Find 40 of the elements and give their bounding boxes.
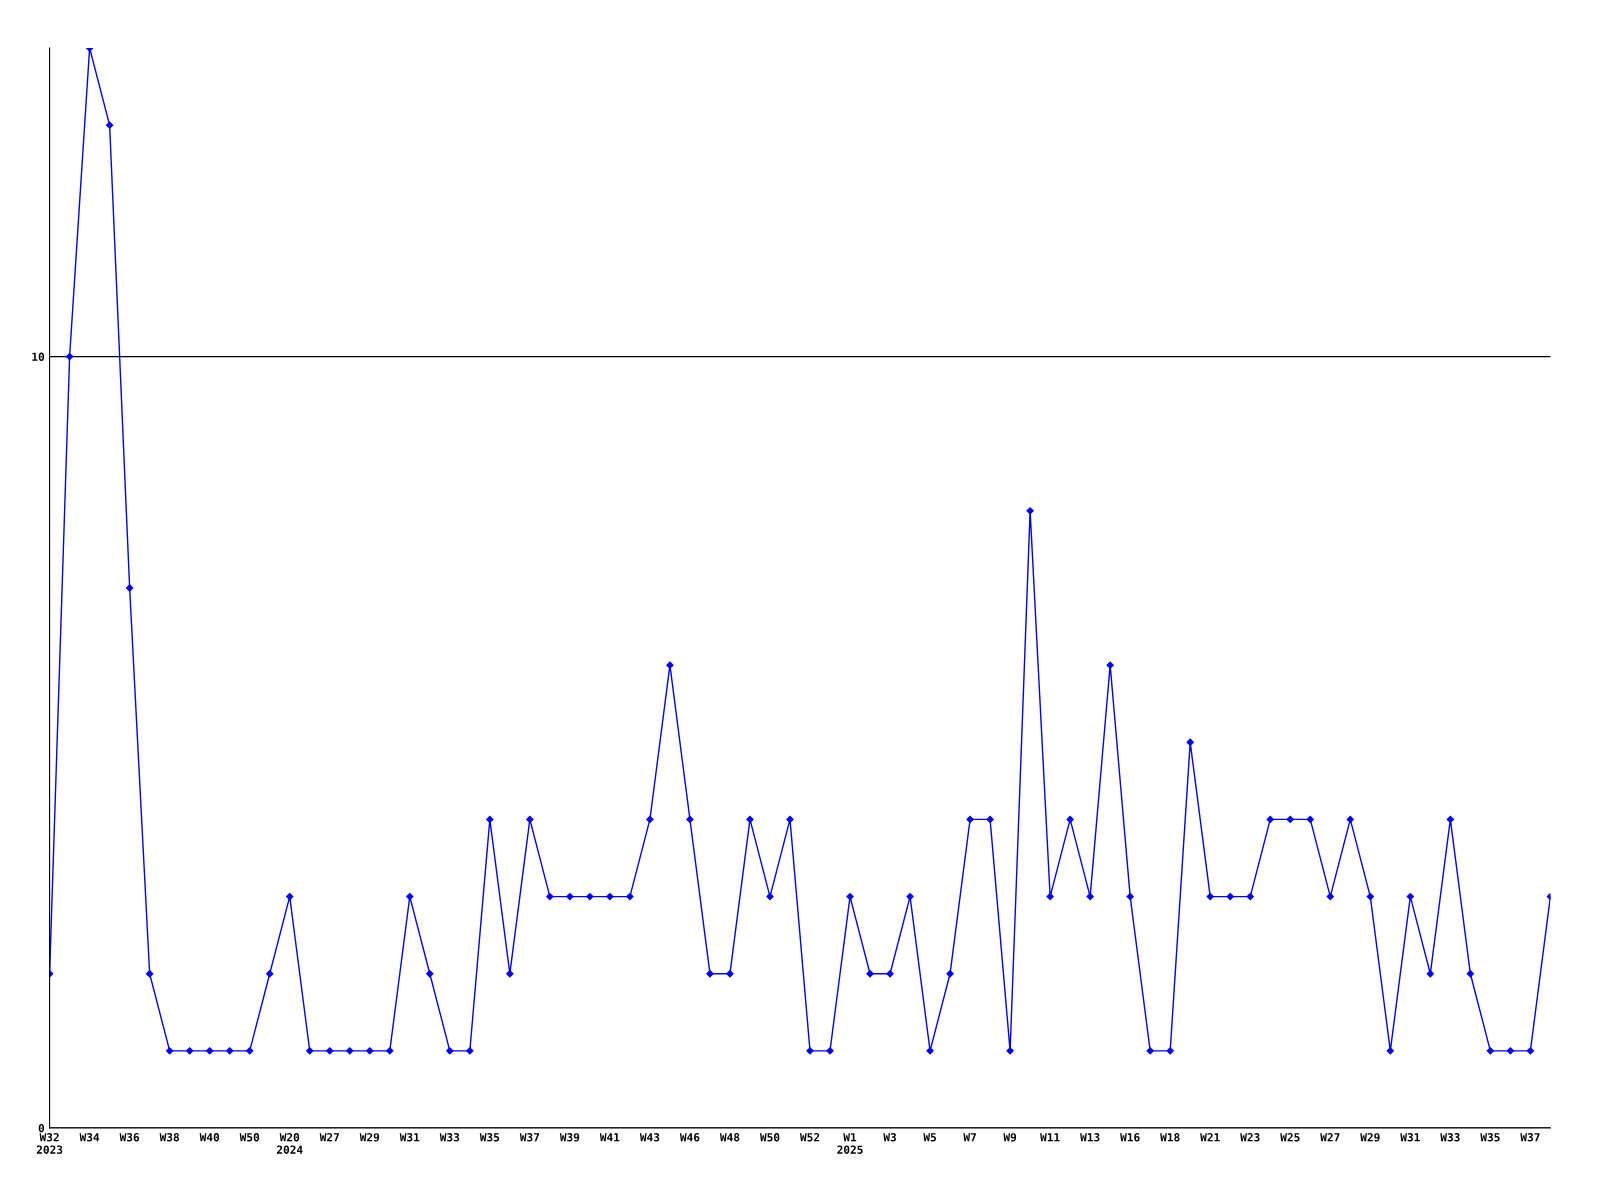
x-tick-label: W33 — [439, 1133, 460, 1142]
x-tick-label: W46 — [679, 1133, 700, 1142]
x-tick-label: W43 — [639, 1133, 660, 1142]
x-tick-label: W29 — [1360, 1133, 1380, 1142]
x-tick-label: W40 — [199, 1133, 220, 1142]
x-tick-label: W29 — [359, 1133, 380, 1142]
x-tick-label: W35 — [479, 1133, 500, 1142]
x-tick-label: W50 — [239, 1133, 260, 1142]
x-tick-label: W41 — [599, 1133, 620, 1142]
x-tick-label: W48 — [719, 1133, 740, 1142]
x-tick-label: W38 — [159, 1133, 179, 1142]
x-tick-label: W50 — [759, 1133, 780, 1142]
x-tick-label: W32 2023 — [36, 1133, 63, 1154]
x-tick-label: W34 — [79, 1133, 100, 1142]
x-tick-label: W5 — [923, 1133, 937, 1142]
x-tick-label: W21 — [1200, 1133, 1220, 1142]
y-tick-label: 0 — [38, 1123, 45, 1133]
x-tick-label: W20 2024 — [276, 1133, 303, 1154]
x-tick-label: W1 2025 — [837, 1133, 863, 1154]
x-tick-label: W31 — [399, 1133, 420, 1142]
x-tick-label: W16 — [1120, 1133, 1140, 1142]
x-tick-label: W25 — [1280, 1133, 1300, 1142]
x-tick-label: W27 — [1320, 1133, 1340, 1142]
x-tick-label: W33 — [1440, 1133, 1460, 1142]
x-tick-label: W39 — [559, 1133, 580, 1142]
x-tick-label: W11 — [1040, 1133, 1060, 1142]
x-tick-label: W35 — [1480, 1133, 1500, 1142]
x-tick-label: W31 — [1400, 1133, 1420, 1142]
x-tick-label: W36 — [119, 1133, 140, 1142]
y-tick-label: 10 — [32, 352, 45, 361]
x-tick-label: W18 — [1160, 1133, 1180, 1142]
x-tick-label: W37 — [1520, 1133, 1540, 1142]
x-tick-label: W23 — [1240, 1133, 1260, 1142]
x-tick-label: W9 — [1003, 1133, 1017, 1142]
x-tick-label: W13 — [1080, 1133, 1100, 1142]
x-tick-label: W7 — [963, 1133, 976, 1142]
x-tick-label: W3 — [883, 1133, 897, 1142]
x-tick-label: W27 — [319, 1133, 339, 1142]
x-tick-label: W52 — [799, 1133, 820, 1142]
x-tick-label: W37 — [519, 1133, 540, 1142]
